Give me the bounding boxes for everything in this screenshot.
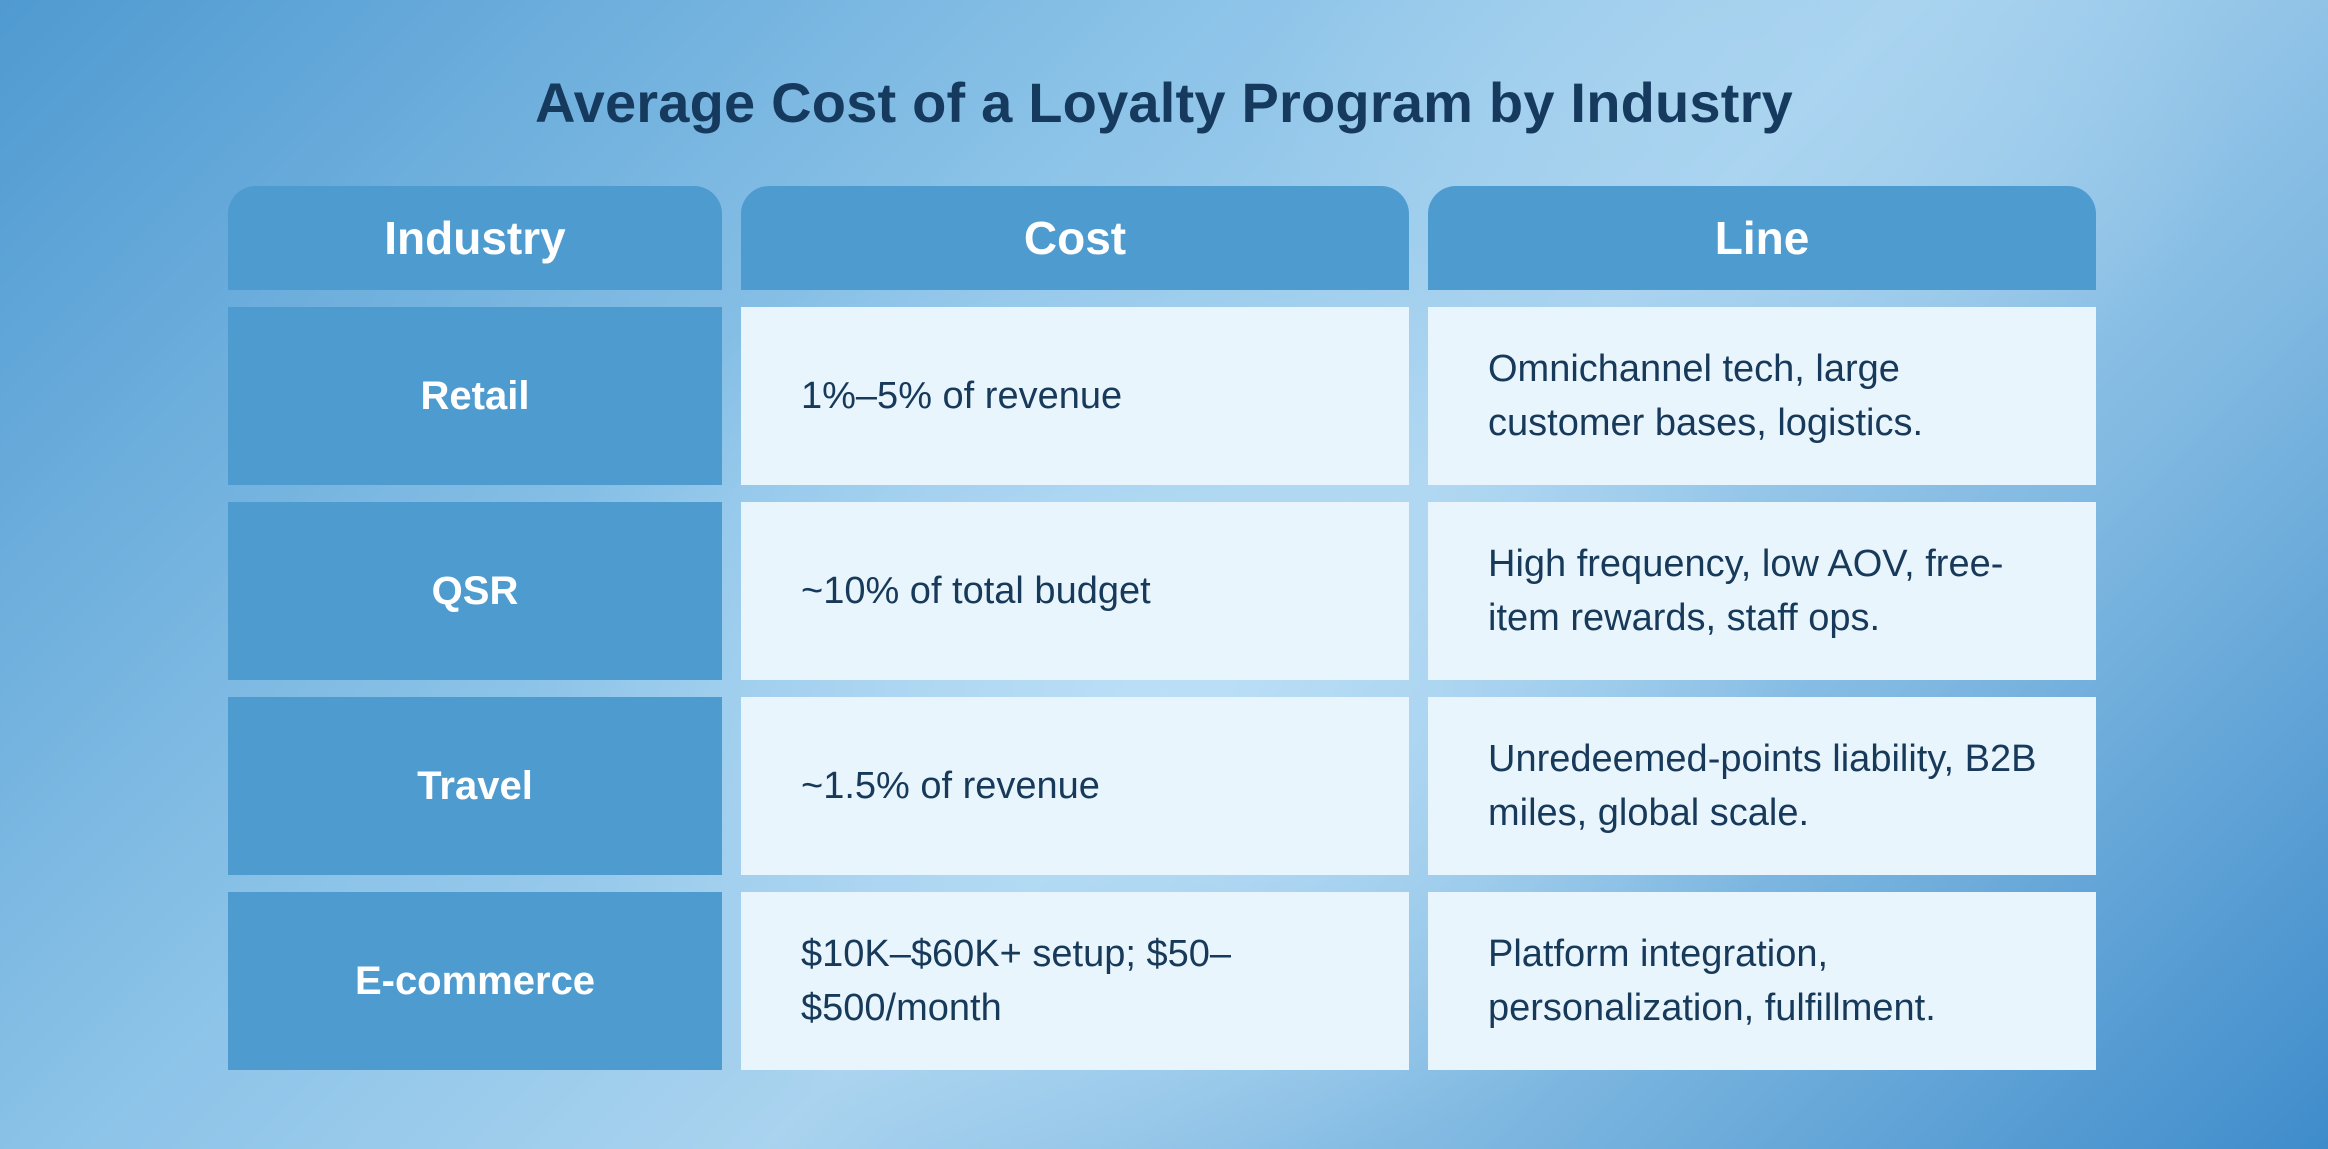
- line-cell-ecommerce: Platform integration, personalization, f…: [1428, 892, 2096, 1070]
- cost-cell-travel: ~1.5% of revenue: [741, 697, 1409, 875]
- industry-cell-retail: Retail: [228, 307, 722, 485]
- cost-cell-retail: 1%–5% of revenue: [741, 307, 1409, 485]
- chart-title: Average Cost of a Loyalty Program by Ind…: [535, 71, 1793, 134]
- column-header-cost: Cost: [741, 186, 1409, 290]
- column-header-industry: Industry: [228, 186, 722, 290]
- column-header-line: Line: [1428, 186, 2096, 290]
- line-cell-qsr: High frequency, low AOV, free-item rewar…: [1428, 502, 2096, 680]
- industry-cell-ecommerce: E-commerce: [228, 892, 722, 1070]
- industry-cell-travel: Travel: [228, 697, 722, 875]
- cost-cell-ecommerce: $10K–$60K+ setup; $50–$500/month: [741, 892, 1409, 1070]
- cost-cell-qsr: ~10% of total budget: [741, 502, 1409, 680]
- line-cell-travel: Unredeemed-points liability, B2B miles, …: [1428, 697, 2096, 875]
- industry-cell-qsr: QSR: [228, 502, 722, 680]
- line-cell-retail: Omnichannel tech, large customer bases, …: [1428, 307, 2096, 485]
